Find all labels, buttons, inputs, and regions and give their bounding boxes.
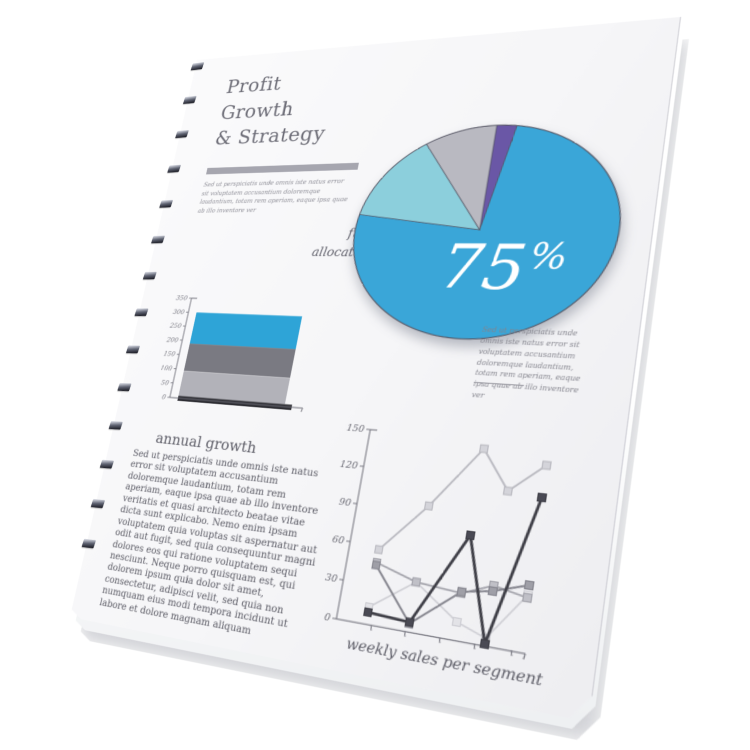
pie-footnote: Sed ut perspiciatis unde omnis iste natu… [471,325,581,400]
svg-text:200: 200 [165,337,180,345]
svg-text:250: 250 [168,323,183,331]
stacked-bar-chart: 350 300 250 200 150 100 50 0 [139,291,335,427]
svg-text:150: 150 [163,351,177,359]
intro-paragraph: Sed ut perspiciatis unde omnis iste natu… [197,177,349,214]
svg-text:75%: 75% [435,233,571,307]
svg-text:150: 150 [346,422,366,434]
title-underline-bar [206,163,359,175]
svg-text:60: 60 [331,534,346,547]
svg-text:30: 30 [324,572,339,585]
svg-text:90: 90 [338,496,353,509]
svg-text:300: 300 [172,309,185,316]
svg-text:100: 100 [160,365,174,373]
svg-text:50: 50 [160,380,170,388]
svg-text:120: 120 [339,459,359,472]
svg-text:0: 0 [161,394,167,402]
report-page: Profit Growth & Strategy Sed ut perspici… [70,17,681,722]
annual-growth-paragraph: Sed ut perspiciatis unde omnis iste natu… [98,448,320,637]
svg-text:0: 0 [323,611,332,624]
fund-allocation-pie-chart: 75% [332,114,639,351]
svg-text:350: 350 [175,295,188,302]
